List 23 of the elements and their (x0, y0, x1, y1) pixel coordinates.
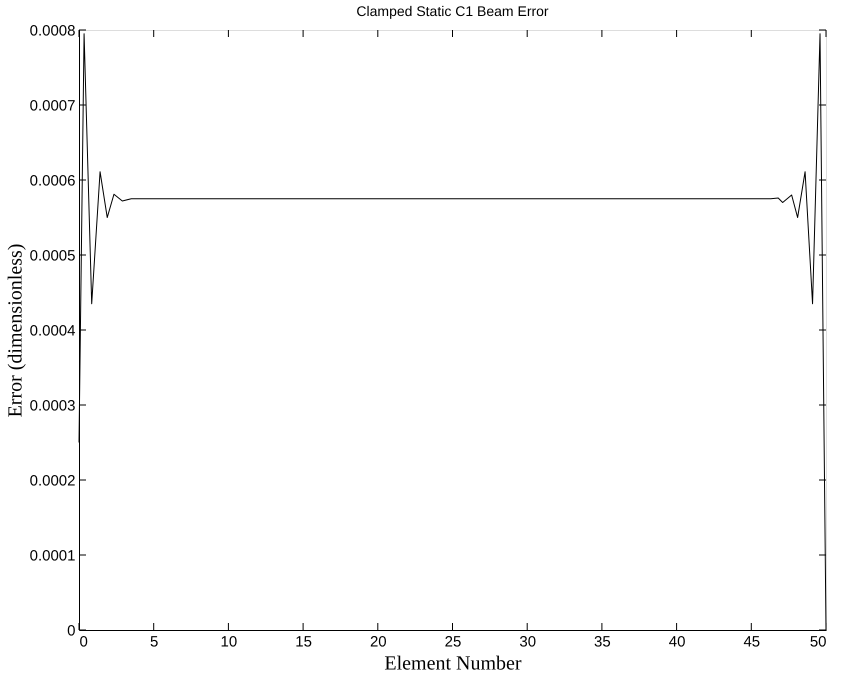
y-tick-label: 0.0007 (30, 98, 76, 114)
x-tick-label: 25 (444, 634, 462, 650)
y-tick-label: 0.0008 (30, 22, 76, 40)
chart-title: Clamped Static C1 Beam Error (356, 3, 549, 19)
x-tick-label: 0 (80, 634, 88, 650)
x-tick-label: 10 (220, 634, 238, 650)
x-tick-label: 5 (150, 634, 158, 650)
y-tick-label: 0.0003 (30, 398, 76, 414)
x-tick-label: 30 (519, 634, 536, 650)
y-tick-label: 0.0006 (30, 172, 76, 190)
x-tick-label: 50 (810, 634, 826, 650)
y-tick-label: 0 (67, 622, 76, 640)
x-tick-label: 15 (295, 634, 312, 650)
y-tick-label: 0.0001 (30, 548, 76, 564)
y-axis-title: Error (dimensionless) (4, 244, 27, 418)
x-tick-label: 45 (743, 634, 760, 650)
y-tick-label: 0.0004 (30, 322, 76, 340)
y-tick-label: 0.0002 (30, 472, 76, 490)
x-tick-label: 35 (594, 634, 611, 650)
x-axis-title: Element Number (384, 652, 522, 674)
y-tick-label: 0.0005 (30, 248, 76, 264)
x-tick-label: 20 (370, 634, 387, 650)
x-tick-label: 40 (668, 634, 686, 650)
